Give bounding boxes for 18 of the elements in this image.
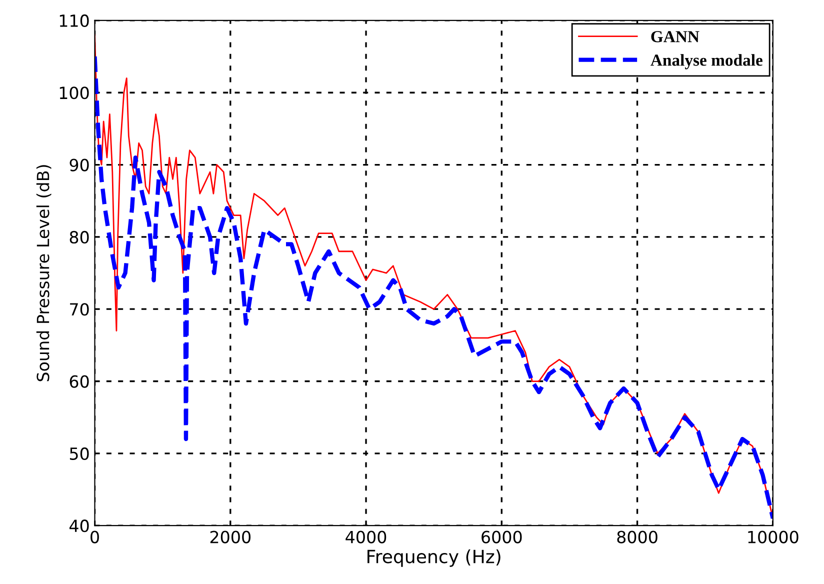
x-tick-label: 4000 [346,530,386,544]
y-tick-label: 40 [70,520,89,532]
y-tick-label: 100 [60,86,89,100]
y-tick-label: 50 [70,447,89,460]
y-tick-label: 110 [60,14,89,28]
y-axis-title: Sound Pressure Level (dB) [36,165,52,382]
legend-label: Analyse modale [650,54,762,70]
x-axis-title: Frequency (Hz) [368,549,500,567]
y-tick-label: 80 [70,230,89,244]
x-tick-label: 0 [90,530,99,544]
x-tick-label: 6000 [482,530,522,544]
y-tick-label: 90 [70,158,89,172]
x-tick-label: 2000 [210,530,250,544]
x-tick-label: 10000 [748,530,798,544]
y-tick-label: 70 [70,303,89,316]
legend-label: GANN [651,31,700,42]
x-tick-label: 8000 [617,530,658,544]
y-tick-label: 60 [70,375,89,388]
